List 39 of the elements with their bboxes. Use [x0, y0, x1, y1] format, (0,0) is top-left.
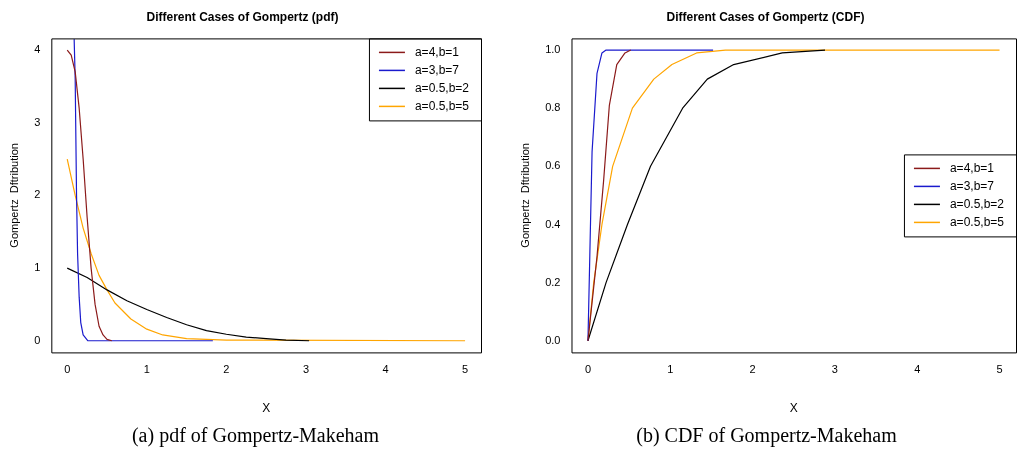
y-tick-label: 0 [34, 333, 41, 346]
y-tick-label: 0.8 [545, 101, 561, 114]
chart-title: Different Cases of Gompertz (CDF) [666, 9, 865, 24]
x-tick-label: 1 [143, 363, 150, 376]
legend-label: a=3,b=7 [949, 178, 995, 193]
chart-title: Different Cases of Gompertz (pdf) [146, 9, 339, 24]
text: (a) pdf of Gompertz-Makeham [130, 424, 381, 447]
x-tick-label: 1 [667, 363, 674, 376]
text: (b) CDF of Gompertz-Makeham [635, 424, 898, 447]
x-tick-label: 5 [996, 363, 1003, 376]
x-tick-label: 2 [223, 363, 230, 376]
y-tick-label: 1 [34, 261, 41, 274]
x-tick-label: 0 [64, 363, 71, 376]
y-tick-label: 2 [34, 188, 41, 201]
x-axis-title: X [789, 401, 798, 416]
legend-label: a=0.5,b=2 [414, 80, 470, 95]
x-tick-label: 5 [462, 363, 469, 376]
x-tick-label: 3 [831, 363, 838, 376]
x-tick-label: 4 [914, 363, 921, 376]
y-tick-label: 0.0 [545, 333, 561, 346]
x-axis-title: X [262, 401, 271, 416]
legend-label: a=0.5,b=2 [949, 196, 1005, 211]
y-tick-label: 0.2 [545, 275, 561, 288]
x-tick-label: 4 [382, 363, 389, 376]
x-tick-label: 3 [302, 363, 310, 376]
y-tick-label: 3 [34, 115, 41, 128]
y-axis-title: Gompertz Dftribution [7, 143, 20, 248]
legend-label: a=3,b=7 [414, 62, 460, 77]
y-tick-label: 1.0 [545, 43, 561, 56]
legend-label: a=4,b=1 [414, 44, 460, 59]
x-tick-label: 2 [749, 363, 756, 376]
y-axis-title: Gompertz Dftribution [518, 143, 531, 248]
y-tick-label: 0.4 [545, 217, 561, 230]
legend-label: a=0.5,b=5 [949, 214, 1005, 229]
y-tick-label: 4 [34, 43, 41, 56]
x-tick-label: 0 [584, 363, 592, 376]
y-tick-label: 0.6 [545, 159, 561, 172]
legend-label: a=4,b=1 [949, 160, 995, 175]
legend-label: a=0.5,b=5 [414, 98, 470, 113]
